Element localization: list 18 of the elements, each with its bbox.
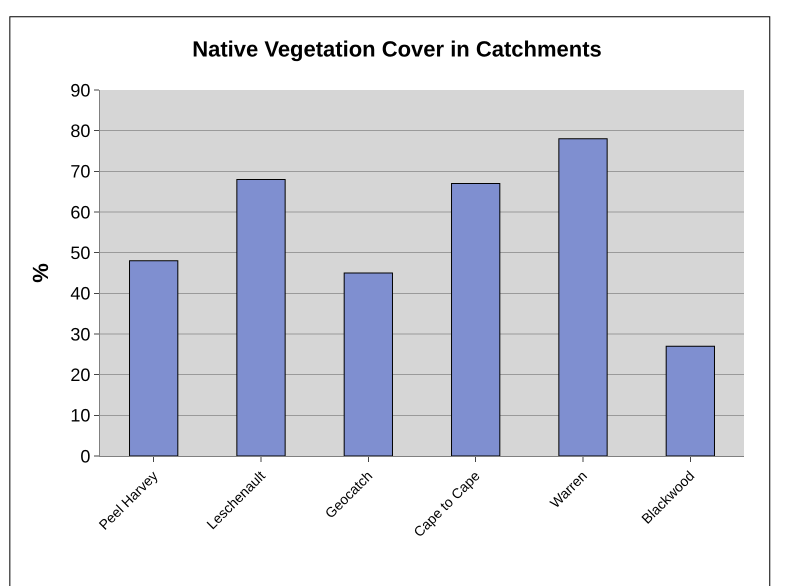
y-tick-label: 80 bbox=[70, 120, 90, 141]
y-tick-label: 40 bbox=[70, 284, 90, 304]
y-tick-label: 90 bbox=[70, 80, 90, 100]
y-tick-label: 20 bbox=[70, 364, 90, 385]
y-tick-label: 60 bbox=[70, 202, 90, 222]
y-tick-label: 70 bbox=[70, 162, 90, 182]
bar bbox=[129, 260, 178, 456]
bar bbox=[451, 183, 500, 456]
y-tick-label: 50 bbox=[70, 242, 90, 263]
bar bbox=[558, 138, 608, 456]
bar bbox=[236, 178, 286, 456]
y-tick-label: 30 bbox=[70, 324, 90, 344]
bar bbox=[344, 272, 393, 456]
y-tick-label: 0 bbox=[80, 446, 90, 466]
bar bbox=[666, 346, 715, 456]
y-axis-title: % bbox=[28, 263, 54, 283]
chart-title: Native Vegetation Cover in Catchments bbox=[192, 36, 602, 62]
y-tick-label: 10 bbox=[70, 406, 90, 426]
